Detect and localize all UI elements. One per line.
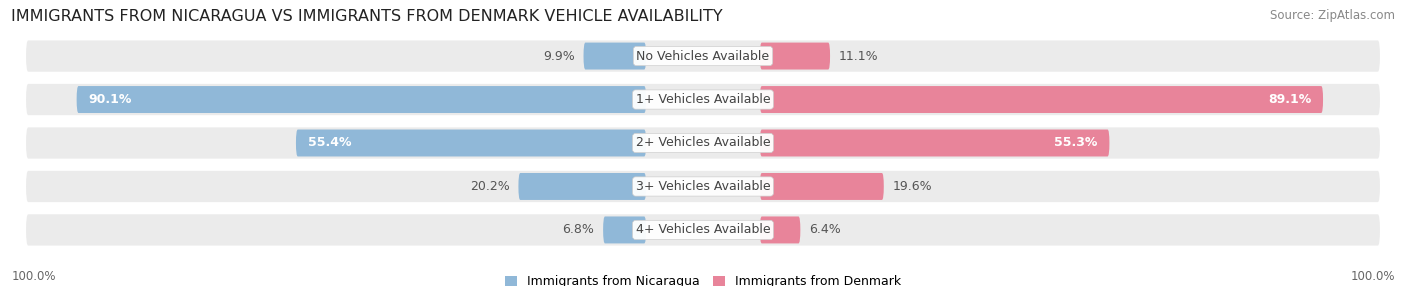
Text: 1+ Vehicles Available: 1+ Vehicles Available bbox=[636, 93, 770, 106]
Text: IMMIGRANTS FROM NICARAGUA VS IMMIGRANTS FROM DENMARK VEHICLE AVAILABILITY: IMMIGRANTS FROM NICARAGUA VS IMMIGRANTS … bbox=[11, 9, 723, 23]
Text: 55.3%: 55.3% bbox=[1054, 136, 1098, 150]
Text: 20.2%: 20.2% bbox=[470, 180, 509, 193]
Text: 4+ Vehicles Available: 4+ Vehicles Available bbox=[636, 223, 770, 237]
FancyBboxPatch shape bbox=[759, 217, 800, 243]
FancyBboxPatch shape bbox=[295, 130, 647, 156]
Text: 11.1%: 11.1% bbox=[839, 49, 879, 63]
Text: 9.9%: 9.9% bbox=[543, 49, 575, 63]
FancyBboxPatch shape bbox=[27, 84, 1379, 115]
Text: 90.1%: 90.1% bbox=[89, 93, 132, 106]
FancyBboxPatch shape bbox=[77, 86, 647, 113]
FancyBboxPatch shape bbox=[759, 86, 1323, 113]
Text: 6.8%: 6.8% bbox=[562, 223, 595, 237]
FancyBboxPatch shape bbox=[759, 130, 1109, 156]
Text: 19.6%: 19.6% bbox=[893, 180, 932, 193]
FancyBboxPatch shape bbox=[27, 214, 1379, 246]
FancyBboxPatch shape bbox=[759, 43, 830, 69]
Legend: Immigrants from Nicaragua, Immigrants from Denmark: Immigrants from Nicaragua, Immigrants fr… bbox=[499, 270, 907, 286]
FancyBboxPatch shape bbox=[603, 217, 647, 243]
FancyBboxPatch shape bbox=[27, 40, 1379, 72]
Text: 100.0%: 100.0% bbox=[11, 270, 56, 283]
FancyBboxPatch shape bbox=[519, 173, 647, 200]
FancyBboxPatch shape bbox=[27, 127, 1379, 159]
Text: 55.4%: 55.4% bbox=[308, 136, 352, 150]
Text: 2+ Vehicles Available: 2+ Vehicles Available bbox=[636, 136, 770, 150]
Text: 89.1%: 89.1% bbox=[1268, 93, 1310, 106]
FancyBboxPatch shape bbox=[759, 173, 884, 200]
Text: 6.4%: 6.4% bbox=[810, 223, 841, 237]
Text: No Vehicles Available: No Vehicles Available bbox=[637, 49, 769, 63]
Text: 3+ Vehicles Available: 3+ Vehicles Available bbox=[636, 180, 770, 193]
FancyBboxPatch shape bbox=[583, 43, 647, 69]
Text: 100.0%: 100.0% bbox=[1350, 270, 1395, 283]
Text: Source: ZipAtlas.com: Source: ZipAtlas.com bbox=[1270, 9, 1395, 21]
FancyBboxPatch shape bbox=[27, 171, 1379, 202]
